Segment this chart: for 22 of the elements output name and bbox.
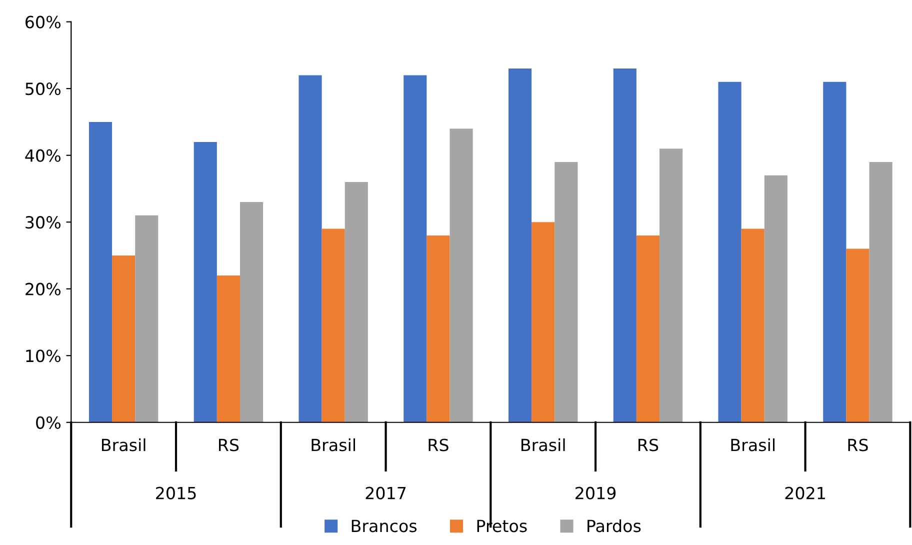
y-tick-label: 0% bbox=[36, 416, 60, 429]
y-tick-label: 60% bbox=[26, 16, 60, 28]
text: 2019 bbox=[576, 486, 616, 500]
text: 2017 bbox=[366, 486, 406, 500]
x-tick-label: RS bbox=[428, 438, 448, 452]
y-tick-label: 40% bbox=[25, 149, 60, 162]
y-tick-label: 30% bbox=[26, 216, 60, 229]
y-tick-label: 50% bbox=[26, 82, 60, 96]
y-tick-label: 20% bbox=[26, 282, 60, 296]
x-tick-label: RS bbox=[219, 438, 239, 452]
legend-label: Brancos bbox=[352, 520, 417, 532]
legend-label: Pretos bbox=[477, 520, 527, 532]
x-tick-label: Brasil bbox=[102, 438, 146, 452]
x-tick-label: Brasil bbox=[522, 438, 565, 452]
legend-label: Pardos bbox=[588, 519, 641, 532]
text: 2015 bbox=[156, 486, 196, 500]
text: 2021 bbox=[785, 486, 825, 500]
x-tick-label: Brasil bbox=[731, 438, 775, 452]
x-tick-label: RS bbox=[848, 438, 868, 452]
x-tick-label: Brasil bbox=[312, 438, 355, 452]
y-tick-label: 10% bbox=[26, 350, 60, 362]
x-tick-label: RS bbox=[638, 438, 658, 452]
